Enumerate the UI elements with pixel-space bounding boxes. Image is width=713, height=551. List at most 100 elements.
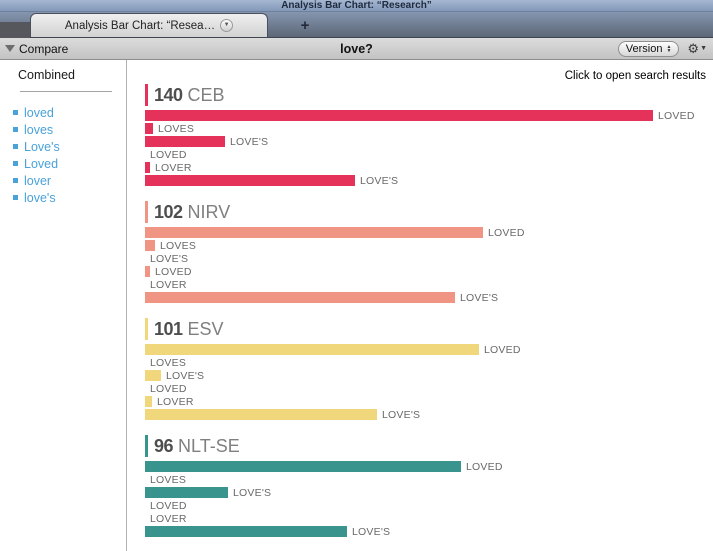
bar[interactable] <box>145 409 377 420</box>
bar[interactable] <box>145 370 161 381</box>
sidebar-item-label: loves <box>24 122 54 137</box>
bar-label: LOVE'S <box>230 135 269 148</box>
sidebar-divider <box>20 91 112 92</box>
bullet-icon <box>13 178 18 183</box>
bar-label: LOVED <box>150 382 187 395</box>
version-button-label: Version <box>625 42 663 55</box>
compare-disclosure[interactable]: Compare <box>0 42 68 56</box>
chart-section-esv: 101 ESV LOVED LOVES LOVE'S LOVED LOVER LOVE'S <box>145 318 713 421</box>
bullet-icon <box>13 161 18 166</box>
bar[interactable] <box>145 396 152 407</box>
tab-bar: Analysis Bar Chart: “Resea… ▼ + <box>0 12 713 38</box>
open-search-results-hint[interactable]: Click to open search results <box>564 70 706 82</box>
bar[interactable] <box>145 136 225 147</box>
version-button[interactable]: Version ▲ ▼ <box>617 40 680 57</box>
bar-row: LOVED <box>145 265 713 278</box>
bar-row: LOVES <box>145 239 713 252</box>
sidebar-item-loves[interactable]: loves <box>0 121 126 138</box>
bullet-icon <box>13 195 18 200</box>
sidebar-item-loves[interactable]: Love's <box>0 138 126 155</box>
section-header: 140 CEB <box>145 84 713 106</box>
bar[interactable] <box>145 175 355 186</box>
bar-label: LOVES <box>160 239 197 252</box>
bar[interactable] <box>145 162 150 173</box>
bullet-icon <box>13 127 18 132</box>
toolbar: Compare love? Version ▲ ▼ ⚙ ▼ <box>0 38 713 60</box>
bar-row: LOVES <box>145 356 713 369</box>
bar-row: LOVED <box>145 343 713 356</box>
bar[interactable] <box>145 487 228 498</box>
bar-row: LOVE'S <box>145 174 713 187</box>
version-name: NIRV <box>187 201 231 222</box>
bar-label: LOVER <box>157 395 194 408</box>
sidebar-header: Combined <box>18 68 75 82</box>
section-header: 101 ESV <box>145 318 713 340</box>
version-name: NLT-SE <box>178 435 240 456</box>
sidebar-item-loves[interactable]: love's <box>0 189 126 206</box>
bar-row: LOVED <box>145 382 713 395</box>
bar-row: LOVE'S <box>145 252 713 265</box>
tab-analysis-bar-chart[interactable]: Analysis Bar Chart: “Resea… ▼ <box>30 13 268 37</box>
sidebar-item-loved[interactable]: loved <box>0 104 126 121</box>
gear-menu-button[interactable]: ⚙ ▼ <box>687 41 707 57</box>
bar-row: LOVE'S <box>145 135 713 148</box>
bar-label: LOVED <box>150 148 187 161</box>
bar-label: LOVED <box>488 226 525 239</box>
bar-row: LOVED <box>145 226 713 239</box>
bar[interactable] <box>145 526 347 537</box>
bar[interactable] <box>145 123 153 134</box>
version-name: ESV <box>187 318 224 339</box>
chart-section-ceb: 140 CEB LOVED LOVES LOVE'S LOVED LOVER LOVE'S <box>145 84 713 187</box>
tab-dropdown-icon[interactable]: ▼ <box>220 19 234 32</box>
bar-label: LOVES <box>158 122 195 135</box>
bar-row: LOVE'S <box>145 486 713 499</box>
bar-label: LOVED <box>484 343 521 356</box>
bar-row: LOVE'S <box>145 408 713 421</box>
bar[interactable] <box>145 240 155 251</box>
bar-label: LOVE'S <box>233 486 272 499</box>
hit-count: 102 <box>154 201 183 222</box>
bar-label: LOVE'S <box>360 174 399 187</box>
disclosure-triangle-icon <box>5 45 15 52</box>
sidebar-item-label: lover <box>24 173 52 188</box>
chart-pane: Click to open search results 140 CEB LOVED… <box>127 60 713 551</box>
bullet-icon <box>13 144 18 149</box>
bar-label: LOVER <box>150 278 187 291</box>
bar-row: LOVE'S <box>145 525 713 538</box>
bar-row: LOVER <box>145 161 713 174</box>
bar[interactable] <box>145 292 455 303</box>
bar[interactable] <box>145 461 461 472</box>
bar-label: LOVES <box>150 473 187 486</box>
sidebar: Combined loved loves Love's Loved lover love'… <box>0 60 127 551</box>
compare-label: Compare <box>19 41 69 56</box>
new-tab-button[interactable]: + <box>300 17 310 34</box>
search-query-text: love? <box>340 41 373 56</box>
bar-row: LOVE'S <box>145 369 713 382</box>
bar-label: LOVED <box>155 265 192 278</box>
chart-section-nlt-se: 96 NLT-SE LOVED LOVES LOVE'S LOVED LOVER LOVE'S <box>145 435 713 538</box>
bar-row: LOVED <box>145 499 713 512</box>
sidebar-item-label: Love's <box>24 139 60 154</box>
section-header: 102 NIRV <box>145 201 713 223</box>
bar-label: LOVED <box>658 109 695 122</box>
bar-row: LOVER <box>145 278 713 291</box>
sidebar-item-lover[interactable]: lover <box>0 172 126 189</box>
hit-count: 140 <box>154 84 183 105</box>
bar-row: LOVED <box>145 148 713 161</box>
bar[interactable] <box>145 227 483 238</box>
hit-count: 101 <box>154 318 183 339</box>
hit-count: 96 <box>154 435 174 456</box>
bar[interactable] <box>145 266 150 277</box>
sidebar-item-label: Loved <box>24 156 59 171</box>
sidebar-item-loved[interactable]: Loved <box>0 155 126 172</box>
gear-arrow-icon: ▼ <box>700 45 707 52</box>
bar[interactable] <box>145 344 479 355</box>
gear-icon: ⚙ <box>687 40 700 56</box>
bar-row: LOVER <box>145 395 713 408</box>
version-name: CEB <box>187 84 225 105</box>
bar-label: LOVE'S <box>460 291 499 304</box>
bar-label: LOVED <box>466 460 503 473</box>
bar-label: LOVES <box>150 356 187 369</box>
analysis-bar-chart: 140 CEB LOVED LOVES LOVE'S LOVED LOVER LOVE'S 10… <box>127 60 713 538</box>
bar[interactable] <box>145 110 653 121</box>
